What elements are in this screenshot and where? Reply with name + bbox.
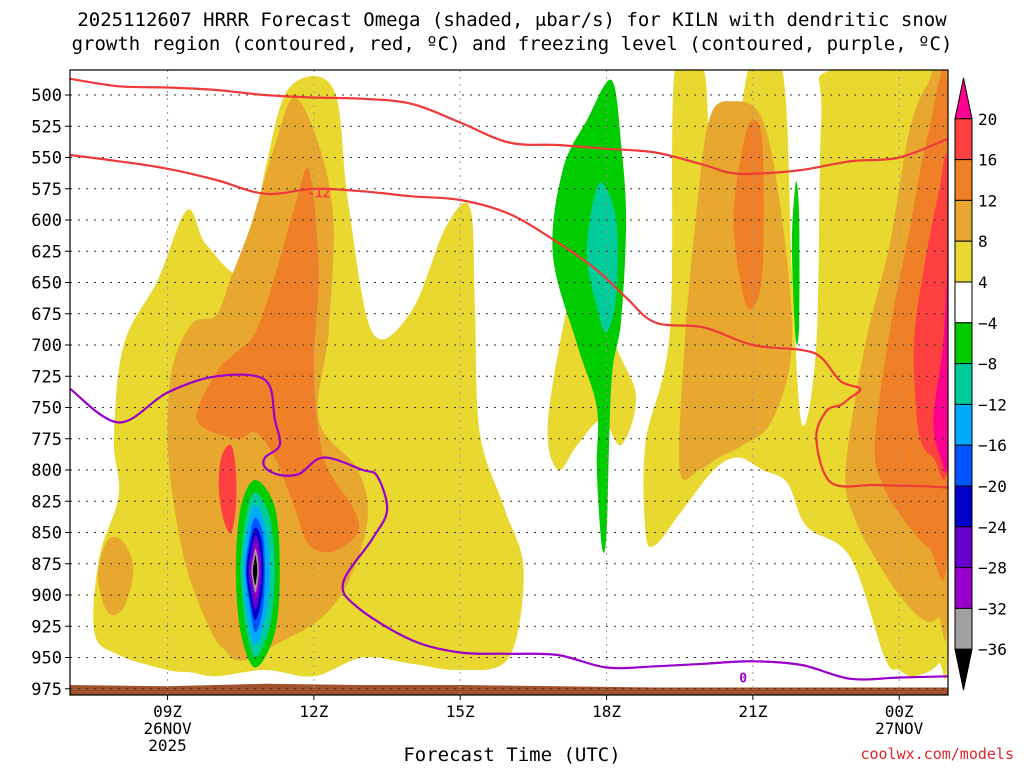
y-tick-label-825: 825 xyxy=(31,492,62,512)
colorbar-swatch-13 xyxy=(954,607,973,650)
y-tick-label-900: 900 xyxy=(31,586,62,606)
x-tick-label-09Z-1: 26NOV xyxy=(143,719,192,738)
colorbar-label-8: −16 xyxy=(978,436,1007,455)
colorbar-swatch-1 xyxy=(954,118,973,161)
y-tick-label-600: 600 xyxy=(31,211,62,231)
y-tick-label-800: 800 xyxy=(31,461,62,481)
y-tick-label-925: 925 xyxy=(31,617,62,637)
colorbar-swatch-6 xyxy=(954,322,973,365)
omega-pos12-orange-left xyxy=(196,167,360,553)
colorbar-swatch-12 xyxy=(954,567,973,609)
x-axis-label: Forecast Time (UTC) xyxy=(403,744,621,766)
colorbar-swatch-9 xyxy=(954,444,973,487)
y-tick-label-875: 875 xyxy=(31,555,62,575)
y-tick-label-725: 725 xyxy=(31,367,62,387)
omega-neg4-green-thin xyxy=(791,181,800,345)
y-tick-label-975: 975 xyxy=(31,680,62,700)
colorbar-label-9: −20 xyxy=(978,477,1007,496)
y-tick-label-525: 525 xyxy=(31,117,62,137)
dgz-upper-minus-12 xyxy=(70,77,948,176)
colorbar-swatch-11 xyxy=(954,526,973,569)
x-tick-label-15Z-0: 15Z xyxy=(446,702,475,721)
colorbar-bottom-triangle xyxy=(954,648,973,691)
plot-border xyxy=(69,69,949,696)
y-tick-label-700: 700 xyxy=(31,336,62,356)
x-tick-label-21Z-0: 21Z xyxy=(738,702,767,721)
dgz-lower-minus-18 xyxy=(70,153,948,489)
chart-title-line2: growth region (contoured, red, ºC) and f… xyxy=(71,33,953,55)
y-tick-label-575: 575 xyxy=(31,180,62,200)
omega-pos8-gold-right1 xyxy=(679,101,793,480)
colorbar-swatch-3 xyxy=(954,199,973,242)
colorbar-swatch-2 xyxy=(954,159,973,201)
colorbar-swatch-7 xyxy=(954,363,973,405)
omega-pos16-red-left xyxy=(218,444,237,533)
x-tick-label-18Z-0: 18Z xyxy=(592,702,621,721)
freezing-level-zero xyxy=(70,373,948,681)
colorbar-label-3: 8 xyxy=(978,232,988,251)
credit-link[interactable]: coolwx.com/models xyxy=(860,745,1014,763)
y-tick-label-650: 650 xyxy=(31,274,62,294)
chart-title-line1: 2025112607 HRRR Forecast Omega (shaded, … xyxy=(77,9,947,31)
contour-label-1: 0 xyxy=(739,672,747,687)
y-tick-label-950: 950 xyxy=(31,649,62,669)
y-tick-label-750: 750 xyxy=(31,399,62,419)
colorbar-label-10: −24 xyxy=(978,518,1007,537)
colorbar-label-5: −4 xyxy=(978,314,997,333)
terrain-band xyxy=(70,683,948,695)
omega-pos12-orange-right1 xyxy=(733,120,764,310)
omega-pos8-gold-small xyxy=(98,537,134,616)
x-tick-label-12Z-0: 12Z xyxy=(299,702,328,721)
plot-layer: -12 0 xyxy=(70,70,948,695)
colorbar-label-4: 4 xyxy=(978,273,988,292)
x-tick-label-00Z-0: 00Z xyxy=(885,702,914,721)
colorbar-label-12: −32 xyxy=(978,599,1007,618)
colorbar-label-0: 20 xyxy=(978,110,997,129)
y-tick-label-550: 550 xyxy=(31,149,62,169)
y-tick-label-850: 850 xyxy=(31,524,62,544)
y-tick-label-675: 675 xyxy=(31,305,62,325)
colorbar-label-2: 12 xyxy=(978,191,997,210)
x-tick-label-00Z-1: 27NOV xyxy=(875,719,924,738)
colorbar-label-7: −12 xyxy=(978,395,1007,414)
colorbar-label-13: −36 xyxy=(978,640,1007,659)
colorbar-label-6: −8 xyxy=(978,355,997,374)
colorbar-top-triangle xyxy=(954,77,973,120)
x-tick-label-09Z-2: 2025 xyxy=(148,736,187,755)
omega-below-black-core xyxy=(252,555,258,585)
omega-neg8-teal-mid xyxy=(586,182,618,333)
colorbar-swatch-8 xyxy=(954,403,973,446)
contour-label-0: -12 xyxy=(307,187,330,202)
colorbar-swatch-5 xyxy=(954,281,973,324)
x-tick-label-09Z-0: 09Z xyxy=(153,702,182,721)
y-tick-label-625: 625 xyxy=(31,242,62,262)
omega-pos20-magenta-right xyxy=(933,266,948,473)
y-tick-label-775: 775 xyxy=(31,430,62,450)
colorbar-label-1: 16 xyxy=(978,151,997,170)
colorbar-swatch-10 xyxy=(954,485,973,528)
y-tick-label-500: 500 xyxy=(31,86,62,106)
colorbar-swatch-4 xyxy=(954,240,973,283)
colorbar-label-11: −28 xyxy=(978,559,1007,578)
